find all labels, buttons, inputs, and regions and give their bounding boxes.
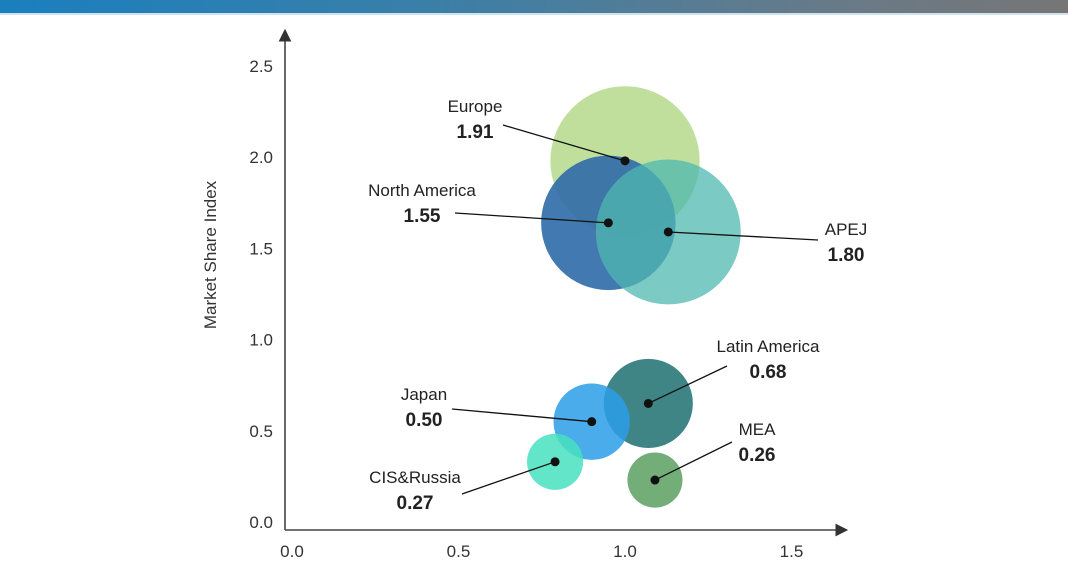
y-tick-label: 1.0 bbox=[249, 331, 273, 350]
leader-line bbox=[502, 124, 626, 162]
y-tick-label: 0.0 bbox=[249, 513, 273, 532]
y-tick-label: 0.5 bbox=[249, 422, 273, 441]
leader-line bbox=[461, 461, 556, 495]
x-tick-label: 1.5 bbox=[780, 542, 804, 561]
y-tick-label: 2.5 bbox=[249, 57, 273, 76]
bubble-name-label: Japan bbox=[401, 385, 447, 404]
leader-line bbox=[654, 441, 733, 481]
y-tick-label: 1.5 bbox=[249, 239, 273, 258]
y-axis-label: Market Share Index bbox=[201, 180, 220, 329]
bubble-value-label: 0.68 bbox=[750, 362, 787, 383]
header-bar bbox=[0, 0, 1068, 15]
bubble-center-dot bbox=[650, 475, 660, 485]
x-tick-label: 1.0 bbox=[613, 542, 637, 561]
bubble-name-label: MEA bbox=[739, 420, 777, 439]
y-tick-label: 2.0 bbox=[249, 148, 273, 167]
leader-line bbox=[648, 365, 728, 405]
leader-line bbox=[451, 408, 592, 423]
bubble-center-dot bbox=[643, 398, 653, 408]
x-tick-label: 0.5 bbox=[447, 542, 471, 561]
bubble-center-dot bbox=[550, 457, 560, 467]
bubble-name-label: CIS&Russia bbox=[369, 468, 461, 487]
leader-line bbox=[454, 212, 609, 224]
leader-line bbox=[668, 231, 819, 241]
bubble-center-dot bbox=[620, 156, 630, 166]
bubble-center-dot bbox=[587, 417, 597, 427]
bubble-value-label: 1.80 bbox=[828, 245, 865, 266]
bubble-center-dot bbox=[663, 227, 673, 237]
bubble-value-label: 0.27 bbox=[397, 493, 434, 514]
bubble-value-label: 1.91 bbox=[457, 122, 494, 143]
bubble-value-label: 0.50 bbox=[406, 410, 443, 431]
bubble-name-label: Europe bbox=[448, 97, 503, 116]
bubble-name-label: Latin America bbox=[717, 337, 821, 356]
bubble-name-label: North America bbox=[368, 181, 476, 200]
bubble-name-label: APEJ bbox=[825, 220, 868, 239]
bubble-center-dot bbox=[603, 218, 613, 228]
bubble-value-label: 0.26 bbox=[739, 445, 776, 466]
x-tick-label: 0.0 bbox=[280, 542, 304, 561]
bubble-value-label: 1.55 bbox=[404, 206, 441, 227]
